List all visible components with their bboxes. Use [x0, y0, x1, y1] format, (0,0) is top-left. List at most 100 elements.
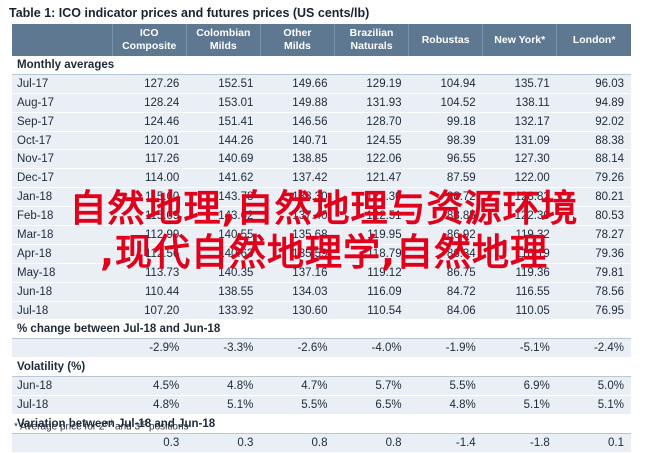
- header-cell: Other Milds: [259, 24, 335, 56]
- section-header-row: % change between Jul-18 and Jun-18: [12, 319, 631, 340]
- table-cell: -1.9%: [408, 338, 483, 359]
- table-cell: 5.1%: [482, 395, 557, 415]
- section-title: Volatility (%): [12, 357, 631, 378]
- table-cell: 4.8%: [112, 395, 187, 415]
- table-cell: 5.0%: [556, 376, 631, 397]
- table-cell: 110.44: [112, 282, 187, 302]
- row-label: Jul-18: [12, 301, 113, 321]
- header-cell: Brazilian Naturals: [333, 24, 409, 56]
- row-label: Sep-17: [12, 112, 113, 132]
- table-cell: 115.09: [112, 206, 187, 227]
- table-cell: 5.5%: [260, 395, 335, 415]
- row-label: Mar-18: [12, 225, 113, 245]
- table-cell: 0.1: [556, 433, 631, 453]
- table-cell: 143.78: [186, 187, 261, 208]
- footnote-sup-2: rd: [140, 420, 147, 427]
- table-cell: 135.59: [260, 244, 335, 264]
- table-cell: 151.41: [186, 112, 261, 132]
- row-label: Jun-18: [12, 282, 113, 302]
- table-cell: 96.03: [556, 74, 631, 94]
- row-label: Jan-18: [12, 187, 113, 208]
- table-row: Sep-17 124.46 151.41 146.56 128.70 99.18 132.1…: [12, 112, 631, 132]
- table-cell: 87.59: [408, 168, 483, 189]
- table-cell: 137.16: [260, 263, 335, 283]
- table-row: Nov-17 117.26 140.69 138.85 122.06 96.55 127.3…: [12, 149, 631, 170]
- table-cell: 79.81: [556, 263, 631, 283]
- table-cell: 110.05: [482, 301, 557, 321]
- table-cell: -2.9%: [112, 338, 187, 359]
- table-cell: 146.56: [260, 112, 335, 132]
- table-cell: 138.30: [260, 187, 335, 208]
- table-cell: 107.20: [112, 301, 187, 321]
- table-cell: 144.26: [186, 131, 261, 151]
- table-cell: 104.94: [408, 74, 483, 94]
- table-cell: 135.71: [482, 74, 557, 94]
- table-cell: 88.85: [408, 206, 483, 227]
- table-cell: 115.60: [112, 187, 187, 208]
- table-cell: 140.71: [260, 131, 335, 151]
- header-cell-blank: [12, 24, 113, 56]
- table-row: Jun-18 4.5% 4.8% 4.7% 5.7% 5.5% 6.9% 5.0%: [12, 376, 631, 397]
- table-cell: 130.60: [260, 301, 335, 321]
- table-cell: 122.00: [482, 168, 557, 189]
- table-cell: 0.8: [334, 433, 409, 453]
- table-cell: 80.21: [556, 187, 631, 208]
- header-cell: London*: [556, 24, 631, 56]
- row-label: [12, 338, 113, 359]
- table-cell: -3.3%: [186, 338, 261, 359]
- table-cell: 133.92: [186, 301, 261, 321]
- table-body: Monthly averages Jul-17 127.26 152.51 149.66…: [12, 56, 631, 453]
- table-cell: 79.36: [556, 244, 631, 264]
- row-label: Dec-17: [12, 168, 113, 189]
- table-cell: 113.73: [112, 263, 187, 283]
- table-cell: 131.09: [482, 131, 557, 151]
- table-cell: -2.4%: [556, 338, 631, 359]
- table-cell: 5.7%: [334, 376, 409, 397]
- table-cell: 140.69: [186, 149, 261, 170]
- table-cell: 79.26: [556, 168, 631, 189]
- table-cell: -4.0%: [334, 338, 409, 359]
- table-cell: 94.89: [556, 93, 631, 113]
- section-title: % change between Jul-18 and Jun-18: [12, 319, 631, 340]
- table-cell: 6.9%: [482, 376, 557, 397]
- table-cell: 98.39: [408, 131, 483, 151]
- table-cell: 104.52: [408, 93, 483, 113]
- table-cell: 149.66: [260, 74, 335, 94]
- table-cell: 119.95: [334, 225, 409, 245]
- table-cell: 140.35: [186, 263, 261, 283]
- table-cell: 4.8%: [408, 395, 483, 415]
- table-cell: 127.26: [112, 74, 187, 94]
- table-cell: 76.95: [556, 301, 631, 321]
- table-cell: 138.55: [186, 282, 261, 302]
- table-caption: Table 1: ICO indicator prices and future…: [9, 6, 370, 20]
- table-row: Aug-17 128.24 153.01 149.88 131.93 104.52 138.…: [12, 93, 631, 113]
- table-cell: 122.30: [482, 206, 557, 227]
- table-cell: 84.72: [408, 282, 483, 302]
- table-cell: 92.02: [556, 112, 631, 132]
- row-label: May-18: [12, 263, 113, 283]
- table-cell: 132.17: [482, 112, 557, 132]
- row-label: Aug-17: [12, 93, 113, 113]
- table-cell: 6.5%: [334, 395, 409, 415]
- table-cell: 116.09: [334, 282, 409, 302]
- table-cell: 116.55: [482, 282, 557, 302]
- table-row: Jun-18 110.44 138.55 134.03 116.09 84.72 116.5…: [12, 282, 631, 302]
- table-cell: 153.01: [186, 93, 261, 113]
- table-cell: 4.8%: [186, 376, 261, 397]
- table-cell: 88.38: [556, 131, 631, 151]
- section-title: Variation between Jul-18 and Jun-18: [12, 414, 631, 434]
- header-cell: ICO Composite: [111, 24, 187, 56]
- section-title: Monthly averages: [12, 56, 631, 75]
- row-label: Feb-18: [12, 206, 113, 227]
- table-cell: 135.68: [260, 225, 335, 245]
- table-cell: 137.42: [260, 168, 335, 189]
- table-row: -2.9% -3.3% -2.6% -4.0% -1.9% -5.1% -2.4%: [12, 338, 631, 359]
- table-cell: 96.55: [408, 149, 483, 170]
- table-cell: 143.62: [186, 206, 261, 227]
- table-cell: 122.30: [334, 187, 409, 208]
- table-cell: 131.93: [334, 93, 409, 113]
- table-cell: 129.19: [334, 74, 409, 94]
- table-cell: 4.7%: [260, 376, 335, 397]
- row-label: Oct-17: [12, 131, 113, 151]
- table-cell: 119.36: [482, 263, 557, 283]
